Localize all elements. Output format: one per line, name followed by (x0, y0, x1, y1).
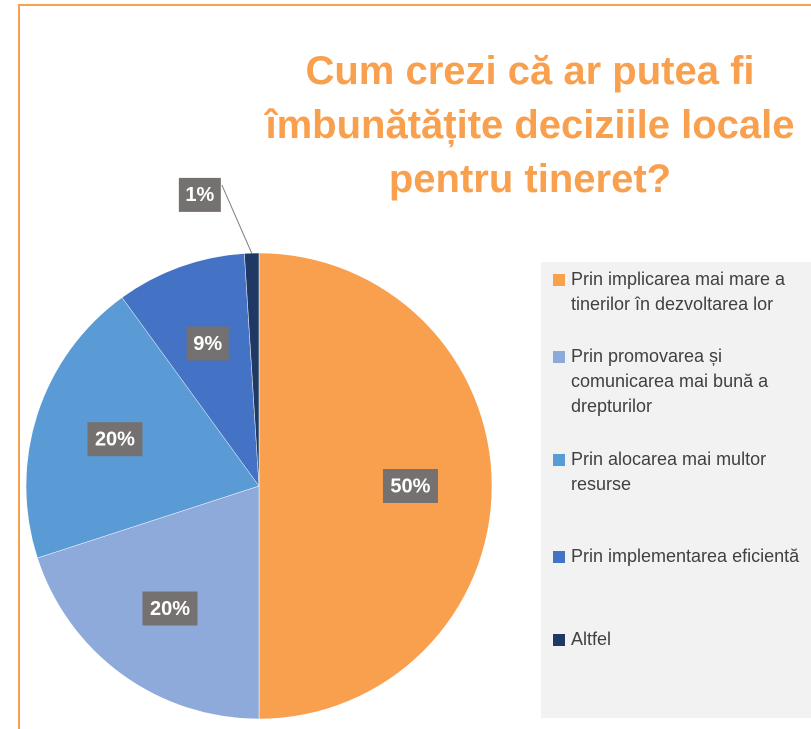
pie-slice (25, 297, 260, 559)
label-box (186, 326, 229, 361)
legend-label: Prin alocarea mai multor resurse (571, 449, 767, 494)
pie-slice (121, 253, 260, 487)
frame (18, 4, 811, 729)
legend-label: Altfel (571, 629, 612, 649)
legend-swatch (553, 551, 565, 563)
data-label: 9% (193, 333, 222, 355)
legend-swatch (553, 274, 565, 286)
data-label: 20% (95, 428, 135, 450)
label-box (178, 177, 221, 212)
legend-swatch (553, 634, 565, 646)
label-box (142, 591, 198, 626)
legend-item: Prin alocarea mai multor resurse (549, 447, 804, 497)
label-box (87, 422, 143, 457)
pie-slice (244, 252, 260, 487)
label-box (382, 469, 438, 503)
legend-label: Prin implementarea eficientă (571, 546, 800, 566)
legend-item: Altfel (549, 627, 804, 652)
legend-swatch (553, 351, 565, 363)
legend-item: Prin implementarea eficientă (549, 544, 804, 569)
data-label: 1% (185, 184, 214, 206)
pie-slice (258, 252, 493, 720)
legend-label: Prin implicarea mai mare a tinerilor în … (571, 269, 786, 314)
legend-label: Prin promovarea și comunicarea mai bună … (571, 346, 769, 416)
data-label: 50% (390, 475, 430, 497)
chart-title: Cum crezi că ar putea fi îmbunătățite de… (265, 49, 795, 201)
legend: Prin implicarea mai mare a tinerilor în … (541, 262, 811, 718)
leader-line (221, 184, 253, 254)
legend-item: Prin implicarea mai mare a tinerilor în … (549, 267, 804, 317)
legend-item: Prin promovarea și comunicarea mai bună … (549, 344, 804, 419)
legend-swatch (553, 454, 565, 466)
data-label: 20% (150, 598, 190, 620)
